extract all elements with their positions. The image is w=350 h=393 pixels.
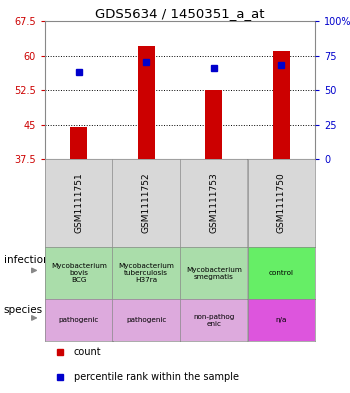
Text: count: count xyxy=(74,347,101,357)
Text: non-pathog
enic: non-pathog enic xyxy=(193,314,234,327)
Text: species: species xyxy=(4,305,43,314)
Text: Mycobacterium
bovis
BCG: Mycobacterium bovis BCG xyxy=(51,263,107,283)
Text: infection: infection xyxy=(4,255,49,265)
Text: n/a: n/a xyxy=(275,317,287,323)
Text: pathogenic: pathogenic xyxy=(58,317,99,323)
Text: GSM1111751: GSM1111751 xyxy=(74,173,83,233)
Text: Mycobacterium
tuberculosis
H37ra: Mycobacterium tuberculosis H37ra xyxy=(118,263,174,283)
Bar xyxy=(70,127,87,159)
Text: GSM1111750: GSM1111750 xyxy=(277,173,286,233)
Text: GSM1111753: GSM1111753 xyxy=(209,173,218,233)
Text: GSM1111752: GSM1111752 xyxy=(142,173,151,233)
Bar xyxy=(138,46,155,159)
Text: pathogenic: pathogenic xyxy=(126,317,167,323)
Title: GDS5634 / 1450351_a_at: GDS5634 / 1450351_a_at xyxy=(95,7,265,20)
Text: control: control xyxy=(269,270,294,276)
Bar xyxy=(205,90,222,159)
Text: percentile rank within the sample: percentile rank within the sample xyxy=(74,372,238,382)
Text: Mycobacterium
smegmatis: Mycobacterium smegmatis xyxy=(186,266,242,279)
Bar xyxy=(273,51,290,159)
